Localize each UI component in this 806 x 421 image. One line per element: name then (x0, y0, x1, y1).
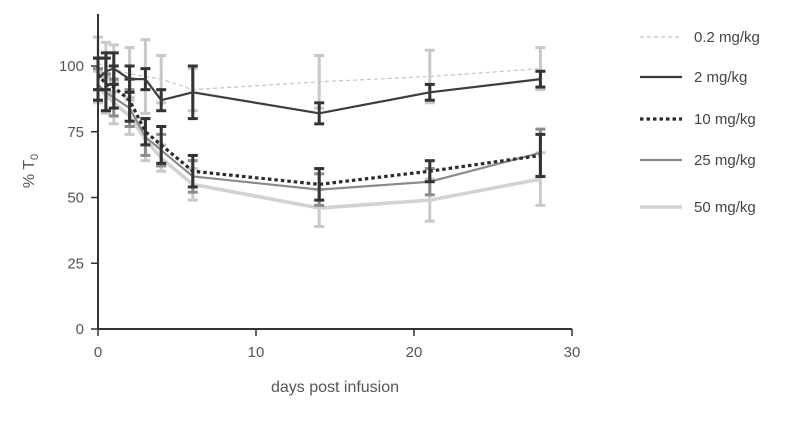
legend-entry: 25 mg/kg (640, 152, 756, 169)
legend-entry: 50 mg/kg (640, 199, 756, 216)
ticks: 0 10 20 30 0 25 50 75 100 (59, 58, 580, 361)
x-axis-title: days post infusion (271, 379, 399, 396)
legend: 0.2 mg/kg 2 mg/kg 10 mg/kg 25 mg/kg 50 mg/kg (640, 29, 760, 216)
y-axis-title: % T0 (21, 154, 41, 188)
x-tick-label: 20 (406, 344, 423, 361)
legend-label: 50 mg/kg (694, 199, 756, 216)
legend-entry: 10 mg/kg (640, 111, 756, 128)
legend-label: 2 mg/kg (694, 69, 747, 86)
series-line (97, 67, 541, 115)
y-tick-label: 75 (67, 124, 84, 141)
plot-area (93, 35, 546, 228)
y-tick-label: 100 (59, 58, 84, 75)
legend-entry: 2 mg/kg (640, 69, 747, 86)
y-axis-title-main: % T (21, 160, 38, 188)
y-tick-label: 25 (67, 255, 84, 272)
legend-label: 0.2 mg/kg (694, 29, 760, 46)
x-tick-label: 30 (564, 344, 581, 361)
series-4 (93, 69, 546, 228)
series-line (96, 72, 541, 186)
legend-label: 25 mg/kg (694, 152, 756, 169)
series-line (96, 85, 541, 210)
y-tick-label: 0 (76, 321, 84, 338)
axes (97, 14, 572, 330)
x-tick-label: 10 (248, 344, 265, 361)
y-tick-label: 50 (67, 190, 84, 207)
legend-entry: 0.2 mg/kg (640, 29, 760, 46)
series-line (97, 62, 541, 91)
series-line (97, 83, 541, 191)
legend-label: 10 mg/kg (694, 111, 756, 128)
x-tick-label: 0 (94, 344, 102, 361)
y-axis-title-subscript: 0 (29, 154, 41, 160)
